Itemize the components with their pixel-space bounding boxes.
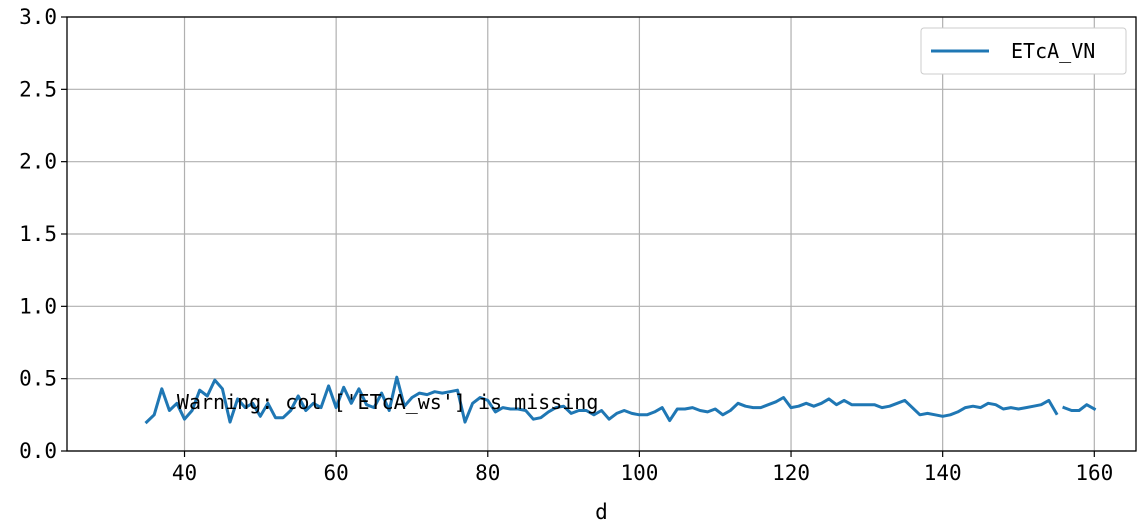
legend: ETcA_VN <box>920 27 1127 75</box>
y-tick-label: 1.0 <box>19 294 57 318</box>
x-tick-label: 40 <box>172 461 197 485</box>
x-tick-label: 100 <box>620 461 658 485</box>
x-tick-label: 140 <box>924 461 962 485</box>
legend-box <box>920 27 1127 75</box>
y-tick-label: 3.0 <box>19 5 57 29</box>
y-tick-label: 2.0 <box>19 150 57 174</box>
x-tick-label: 160 <box>1075 461 1113 485</box>
x-axis-label: d <box>595 500 608 523</box>
series-line-etca-vn-segment-1 <box>144 375 1059 425</box>
x-tick-label: 80 <box>475 461 500 485</box>
series-layer <box>144 375 1097 425</box>
y-tick-label: 0.5 <box>19 367 57 391</box>
grid-lines <box>67 16 1136 452</box>
y-tick-label: 1.5 <box>19 222 57 246</box>
legend-label-etca-vn: ETcA_VN <box>1011 39 1095 63</box>
warning-annotation: Warning: col ['ETcA_ws'] is missing <box>177 390 598 414</box>
x-tick-label: 120 <box>772 461 810 485</box>
series-line-etca-vn-segment-2 <box>1062 403 1097 412</box>
x-tick-label: 60 <box>323 461 348 485</box>
y-tick-label: 0.0 <box>19 439 57 463</box>
axis-ticks: 40 60 80 100 120 140 160 0.0 0.5 1.0 1.5 2.0 2.5 3.0 <box>19 5 1113 485</box>
y-tick-label: 2.5 <box>19 77 57 101</box>
